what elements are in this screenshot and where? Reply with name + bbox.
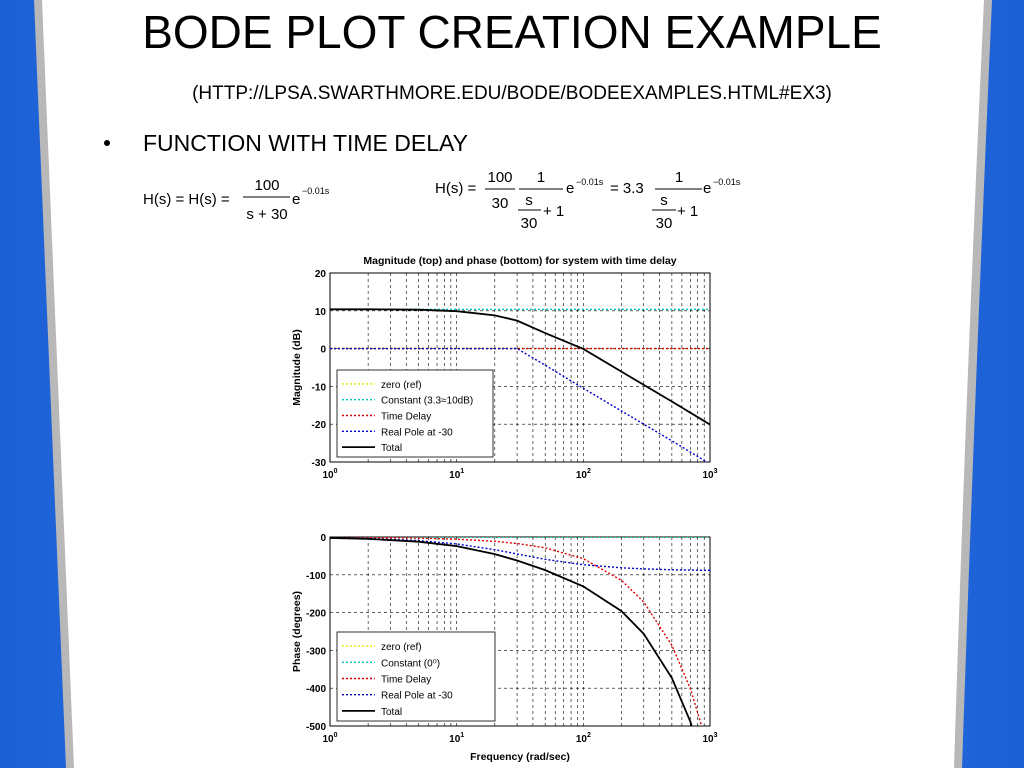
- eq-text: −0.01s: [713, 177, 741, 187]
- x-tick-exponent: 3: [714, 732, 718, 739]
- x-tick-base: 10: [576, 734, 588, 745]
- y-tick-label: -10: [312, 382, 327, 393]
- legend-label: zero (ref): [381, 380, 422, 391]
- x-tick-exponent: 1: [460, 732, 464, 739]
- series-line: [330, 537, 703, 726]
- x-tick-exponent: 2: [587, 732, 591, 739]
- x-tick-exponent: 0: [334, 468, 338, 475]
- x-tick-base: 10: [449, 734, 461, 745]
- eq-text: + 1: [677, 203, 698, 220]
- series-line: [330, 308, 710, 426]
- eq-text: e: [292, 191, 300, 208]
- equation-1: H(s) = H(s) = 100 s + 30 e −0.01s: [143, 177, 330, 223]
- series-line: [330, 537, 710, 572]
- eq-text: = 3.3: [610, 180, 644, 197]
- y-tick-label: 20: [315, 269, 327, 280]
- eq-text: 30: [521, 215, 538, 232]
- legend-label: Time Delay: [381, 675, 431, 686]
- eq-text: 100: [254, 177, 279, 194]
- eq-text: s + 30: [246, 206, 287, 223]
- y-tick-label: 10: [315, 307, 327, 318]
- x-tick-label: 103: [702, 732, 717, 745]
- eq-text: −0.01s: [576, 177, 604, 187]
- y-tick-label: -20: [312, 420, 327, 431]
- x-tick-label: 101: [449, 468, 464, 481]
- eq-text: H(s) =: [435, 180, 476, 197]
- eq-text: s: [525, 192, 533, 209]
- eq-text: e: [566, 180, 574, 197]
- eq-text: 100: [487, 169, 512, 186]
- x-axis-label: Frequency (rad/sec): [470, 751, 570, 763]
- equation-2: H(s) = 100 30 1 s 30 + 1 e −0.01s = 3.3 …: [435, 169, 741, 232]
- y-axis-label: Phase (degrees): [291, 591, 303, 672]
- eq-text: H(s) = H(s) =: [143, 191, 230, 208]
- eq-text: 1: [537, 169, 545, 186]
- legend-label: Constant (3.3≈10dB): [381, 396, 473, 407]
- eq-text: + 1: [543, 203, 564, 220]
- y-tick-label: -30: [312, 458, 327, 469]
- x-tick-label: 102: [576, 468, 591, 481]
- x-tick-label: 100: [322, 732, 337, 745]
- y-tick-label: -100: [306, 571, 326, 582]
- legend-box: [336, 631, 496, 722]
- legend-label: Time Delay: [381, 412, 431, 423]
- legend-label: zero (ref): [381, 642, 422, 653]
- y-axis-label: Magnitude (dB): [291, 329, 303, 405]
- eq-text: 30: [656, 215, 673, 232]
- x-tick-exponent: 0: [334, 732, 338, 739]
- eq-text: −0.01s: [302, 186, 330, 196]
- x-tick-base: 10: [576, 470, 588, 481]
- x-tick-base: 10: [322, 734, 334, 745]
- series-line: [330, 347, 709, 462]
- x-tick-exponent: 1: [460, 468, 464, 475]
- x-tick-label: 101: [449, 732, 464, 745]
- x-tick-label: 103: [702, 468, 717, 481]
- y-tick-label: 0: [320, 533, 326, 544]
- eq-text: s: [660, 192, 668, 209]
- legend-label: Total: [381, 707, 402, 718]
- y-tick-label: -300: [306, 646, 326, 657]
- eq-text: e: [703, 180, 711, 197]
- legend-label: Real Pole at -30: [381, 427, 453, 438]
- chart-title: Magnitude (top) and phase (bottom) for s…: [363, 255, 676, 267]
- y-tick-label: -400: [306, 684, 326, 695]
- x-tick-base: 10: [702, 470, 714, 481]
- x-tick-label: 102: [576, 732, 591, 745]
- x-tick-base: 10: [702, 734, 714, 745]
- slide-title: BODE PLOT CREATION EXAMPLE: [142, 6, 882, 58]
- series-line: [330, 537, 693, 726]
- bullet-dot: [104, 140, 110, 146]
- y-tick-label: 0: [320, 345, 326, 356]
- legend-label: Real Pole at -30: [381, 691, 453, 702]
- y-tick-label: -500: [306, 722, 326, 733]
- slide-subtitle: (HTTP://LPSA.SWARTHMORE.EDU/BODE/BODEEXA…: [192, 83, 832, 104]
- x-tick-label: 100: [322, 468, 337, 481]
- x-tick-exponent: 3: [714, 468, 718, 475]
- bullet-text: FUNCTION WITH TIME DELAY: [143, 130, 468, 156]
- x-tick-base: 10: [449, 470, 461, 481]
- plot-frame: [329, 272, 711, 463]
- y-tick-label: -200: [306, 609, 326, 620]
- eq-text: 1: [675, 169, 683, 186]
- legend-label: Total: [381, 443, 402, 454]
- eq-text: 30: [492, 195, 509, 212]
- x-tick-exponent: 2: [587, 468, 591, 475]
- legend-label: Constant (0⁰): [381, 658, 440, 669]
- x-tick-base: 10: [322, 470, 334, 481]
